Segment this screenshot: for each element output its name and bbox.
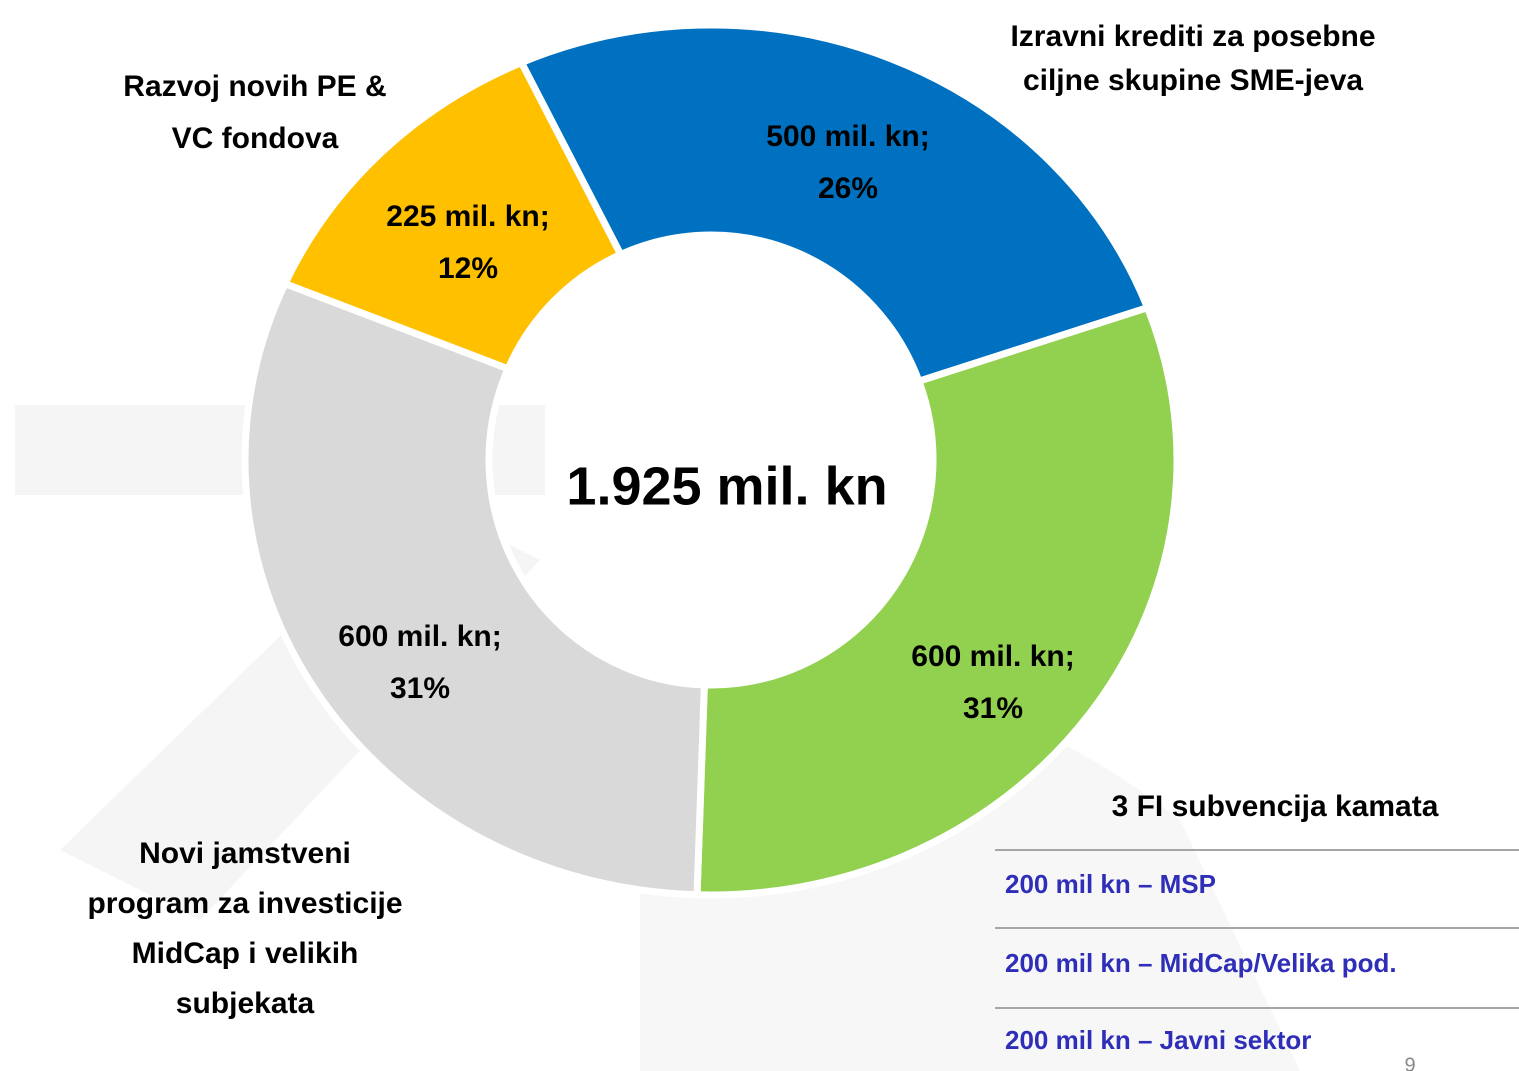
category-label: MidCap i velikih	[132, 937, 359, 970]
percent-label: 26%	[818, 172, 878, 205]
category-label: subjekata	[176, 987, 315, 1020]
donut-slice	[516, 21, 1153, 386]
category-label: 3 FI subvencija kamata	[1112, 790, 1439, 823]
donut-slice	[241, 279, 708, 899]
category-label: program za investicije	[87, 887, 402, 920]
breakdown-row: 200 mil kn – MidCap/Velika pod.	[1005, 948, 1397, 978]
category-label: Izravni krediti za posebne	[1010, 20, 1375, 53]
category-label: ciljne skupine SME-jeva	[1023, 64, 1363, 97]
category-label: Razvoj novih PE &	[123, 70, 386, 103]
page-number: 9	[1404, 1054, 1415, 1071]
breakdown-table: 200 mil kn – MSP 200 mil kn – MidCap/Vel…	[995, 849, 1519, 1055]
value-label: 600 mil. kn;	[338, 620, 501, 653]
percent-label: 31%	[963, 692, 1023, 725]
value-label: 225 mil. kn;	[386, 200, 549, 233]
value-label: 500 mil. kn;	[766, 120, 929, 153]
breakdown-row: 200 mil kn – MSP	[1005, 869, 1216, 899]
breakdown-row: 200 mil kn – Javni sektor	[1005, 1025, 1311, 1055]
donut	[241, 21, 1181, 899]
percent-label: 12%	[438, 252, 498, 285]
donut-slice	[280, 58, 626, 374]
category-label: VC fondova	[172, 122, 339, 155]
donut-slice	[693, 303, 1181, 899]
category-label: Novi jamstveni	[139, 837, 351, 870]
value-label: 600 mil. kn;	[911, 640, 1074, 673]
center-label: 1.925 mil. kn	[566, 456, 887, 516]
percent-label: 31%	[390, 672, 450, 705]
